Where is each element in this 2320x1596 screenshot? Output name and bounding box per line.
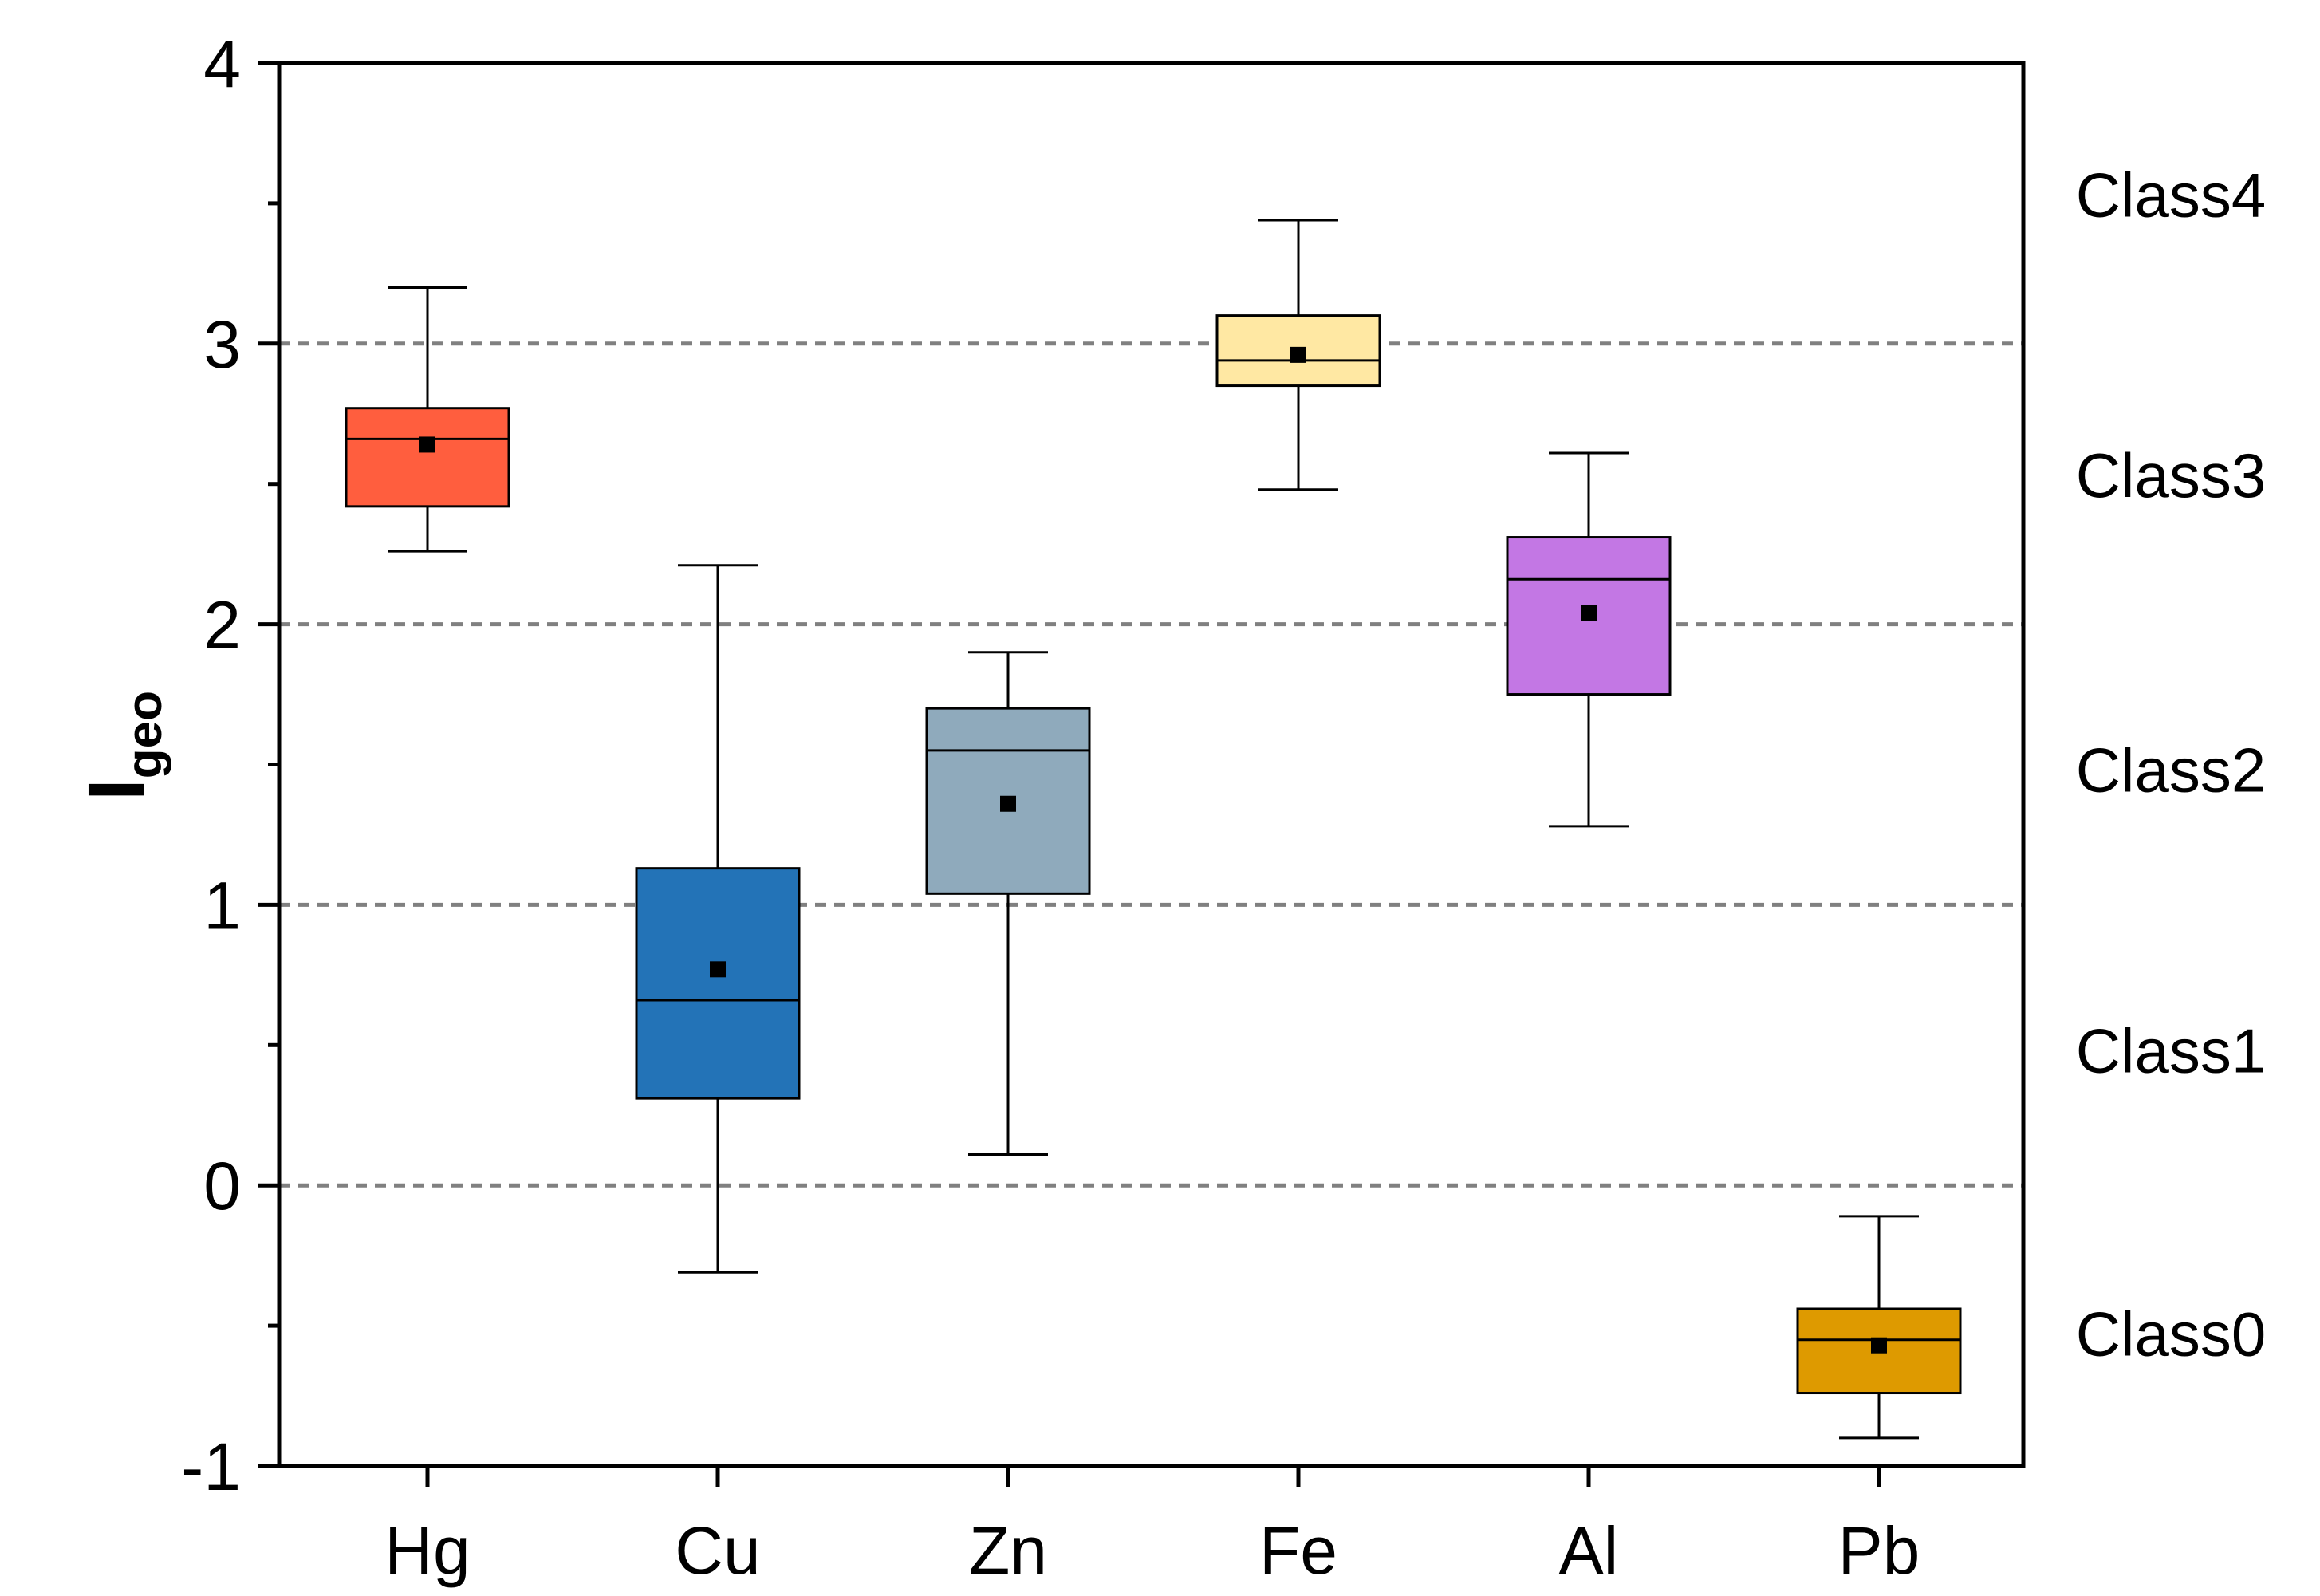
x-axis: Hg Cu Zn Fe Al Pb: [384, 1466, 1920, 1588]
y-tick-label: 2: [203, 588, 241, 663]
box-hg: [345, 286, 510, 553]
y-tick-label: 0: [203, 1149, 241, 1224]
box-pb: [1796, 1215, 1962, 1440]
y-axis: -1 0 1 2 3 4: [181, 26, 279, 1504]
box-al: [1506, 451, 1672, 828]
box-series: [345, 219, 1962, 1440]
iqr-box: [635, 867, 801, 1100]
x-tick-label: Hg: [384, 1513, 470, 1588]
y-tick-label: 1: [203, 868, 241, 943]
iqr-box: [1506, 536, 1672, 696]
mean-marker: [710, 961, 726, 978]
y-axis-label-main: I: [72, 778, 161, 801]
y-tick-label: -1: [181, 1429, 241, 1504]
mean-marker: [1581, 605, 1597, 621]
class-label: Class4: [2076, 160, 2266, 230]
y-tick-label: 4: [203, 26, 241, 101]
x-tick-label: Al: [1559, 1513, 1619, 1588]
class-label: Class3: [2076, 440, 2266, 510]
x-tick-label: Pb: [1838, 1513, 1920, 1588]
iqr-box: [345, 407, 510, 508]
mean-marker: [1871, 1337, 1887, 1354]
class-label: Class1: [2076, 1015, 2266, 1086]
class-label: Class0: [2076, 1299, 2266, 1369]
class-labels: Class4 Class3 Class2 Class1 Class0: [2076, 160, 2266, 1369]
mean-marker: [419, 436, 435, 453]
box-fe: [1215, 219, 1381, 491]
y-tick-label: 3: [203, 307, 241, 382]
class-label: Class2: [2076, 735, 2266, 806]
mean-marker: [1000, 795, 1016, 812]
box-zn: [925, 651, 1091, 1157]
class-boundary-lines: [279, 341, 2023, 1188]
box-cu: [635, 564, 801, 1274]
mean-marker: [1290, 346, 1306, 363]
x-tick-label: Cu: [675, 1513, 760, 1588]
x-tick-label: Fe: [1259, 1513, 1337, 1588]
y-axis-label-subscript: geo: [117, 691, 172, 778]
x-tick-label: Zn: [969, 1513, 1047, 1588]
plot-frame: [277, 61, 2026, 1468]
y-axis-label: Igeo: [72, 691, 172, 801]
